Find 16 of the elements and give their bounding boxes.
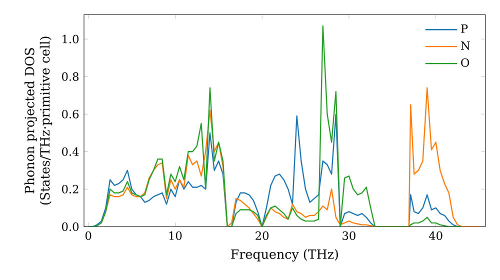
- y-tick-label: 1.0: [62, 34, 79, 44]
- x-tick-label: 40: [428, 231, 442, 240]
- x-tick-label: 10: [169, 231, 182, 240]
- legend-label: P: [461, 24, 468, 33]
- x-tick-label: 0: [85, 231, 92, 240]
- y-tick-label: 0.2: [62, 184, 78, 194]
- legend-label: N: [461, 41, 470, 50]
- y-tick-label: 0.4: [62, 147, 79, 156]
- y-tick-label: 0.6: [62, 110, 79, 118]
- y-tick-label: 0.0: [62, 222, 79, 231]
- x-tick-label: 30: [342, 231, 356, 240]
- legend-label: O: [461, 58, 470, 67]
- x-axis-title: Frequency (THz): [231, 249, 338, 262]
- y-tick-label: 0.8: [62, 72, 79, 81]
- y-axis-title: Phonon projected DOS (States/THz·primitive cell): [24, 36, 52, 205]
- x-tick-label: 20: [256, 231, 269, 240]
